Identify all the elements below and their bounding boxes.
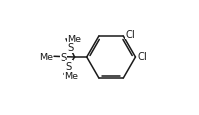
Text: S: S xyxy=(60,52,67,62)
Text: Me: Me xyxy=(39,52,53,61)
Text: Cl: Cl xyxy=(125,29,135,39)
Text: S: S xyxy=(66,62,72,71)
Text: Me: Me xyxy=(67,34,81,43)
Text: Cl: Cl xyxy=(138,52,147,62)
Text: Me: Me xyxy=(64,71,79,80)
Text: S: S xyxy=(67,43,73,53)
